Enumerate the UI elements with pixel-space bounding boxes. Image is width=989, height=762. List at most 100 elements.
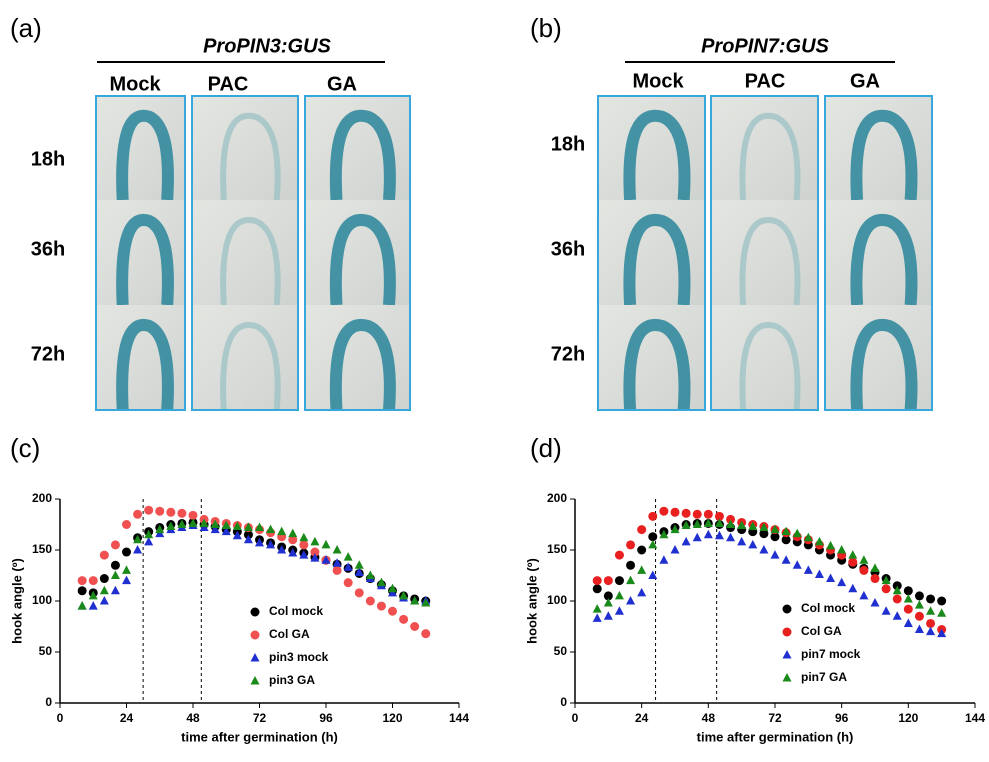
data-point	[692, 519, 702, 528]
data-point	[814, 536, 824, 546]
y-axis-label: hook angle (º)	[9, 558, 24, 644]
data-point	[188, 518, 198, 527]
row-label: 18h	[551, 133, 585, 155]
data-point	[670, 524, 680, 534]
data-point	[848, 550, 858, 559]
data-point	[937, 596, 947, 606]
data-point	[770, 532, 780, 542]
data-point	[837, 577, 847, 587]
data-point	[77, 601, 87, 610]
seedling-photo	[711, 305, 818, 410]
data-point	[354, 560, 364, 569]
data-point	[266, 524, 276, 534]
x-axis-label: time after germination (h)	[697, 729, 854, 744]
data-point	[603, 576, 613, 586]
legend-marker	[250, 607, 260, 617]
x-tick-label: 144	[449, 711, 469, 725]
data-point	[99, 596, 109, 605]
data-point	[714, 518, 724, 527]
data-point	[332, 558, 342, 567]
panel-label: (b)	[530, 13, 562, 43]
row-label: 72h	[551, 343, 585, 365]
data-point	[99, 574, 109, 584]
x-tick-label: 48	[702, 711, 716, 725]
data-point	[937, 608, 947, 617]
data-point	[692, 532, 702, 542]
data-point	[648, 532, 658, 542]
y-tick-label: 200	[547, 491, 567, 505]
data-point	[592, 584, 602, 594]
data-point	[365, 570, 375, 579]
data-point	[592, 576, 602, 586]
data-point	[77, 586, 87, 596]
data-point	[288, 548, 298, 557]
gus-stain	[329, 214, 396, 306]
data-point	[881, 575, 891, 585]
data-point	[870, 563, 880, 572]
data-point	[903, 604, 913, 614]
panel-label: (a)	[10, 13, 42, 43]
data-point	[714, 511, 724, 521]
data-point	[376, 577, 386, 587]
data-point	[937, 628, 947, 638]
legend-marker	[250, 676, 260, 685]
data-point	[892, 581, 902, 591]
data-point	[321, 539, 331, 549]
legend-marker	[782, 604, 792, 614]
data-point	[903, 618, 913, 627]
legend-marker	[782, 673, 792, 682]
data-point	[803, 565, 813, 574]
data-point	[592, 613, 602, 622]
photo-frame	[95, 95, 186, 411]
data-point	[626, 575, 636, 585]
data-point	[759, 529, 769, 539]
data-point	[388, 583, 397, 593]
data-point	[122, 575, 131, 585]
legend-label: Col GA	[269, 627, 310, 641]
data-point	[859, 555, 869, 564]
x-tick-label: 24	[635, 711, 649, 725]
data-point	[166, 521, 176, 531]
x-tick-label: 72	[253, 711, 267, 725]
seedling-photo	[192, 200, 298, 305]
data-point	[814, 569, 824, 578]
data-point	[681, 536, 691, 546]
photo-frame	[824, 95, 933, 411]
data-point	[343, 562, 353, 571]
data-point	[88, 590, 98, 600]
data-point	[399, 590, 409, 600]
data-point	[310, 553, 320, 562]
data-point	[110, 560, 120, 570]
data-point	[637, 545, 647, 555]
data-point	[155, 524, 165, 534]
data-point	[399, 614, 409, 624]
x-tick-label: 144	[965, 711, 985, 725]
data-point	[703, 529, 713, 539]
panel-title: ProPIN7:GUS	[701, 35, 829, 57]
gus-stain	[220, 321, 281, 411]
data-point	[133, 534, 143, 544]
gus-stain	[220, 216, 281, 306]
data-point	[210, 524, 220, 534]
data-point	[332, 545, 342, 554]
data-point	[626, 596, 636, 605]
data-point	[659, 555, 669, 564]
data-point	[603, 591, 613, 601]
legend-marker	[782, 650, 792, 659]
x-tick-label: 0	[572, 711, 579, 725]
data-point	[792, 528, 802, 538]
gus-stain	[623, 319, 691, 411]
panel-label: (d)	[530, 433, 562, 463]
data-point	[637, 525, 647, 535]
data-point	[914, 600, 924, 609]
data-point	[726, 514, 736, 524]
data-point	[144, 536, 154, 546]
photo-frame	[191, 95, 299, 411]
data-point	[826, 540, 836, 550]
data-point	[926, 594, 936, 604]
data-point	[637, 587, 647, 597]
data-point	[277, 526, 287, 536]
data-point	[614, 590, 624, 600]
y-tick-label: 150	[32, 542, 52, 556]
column-header: PAC	[208, 73, 249, 95]
